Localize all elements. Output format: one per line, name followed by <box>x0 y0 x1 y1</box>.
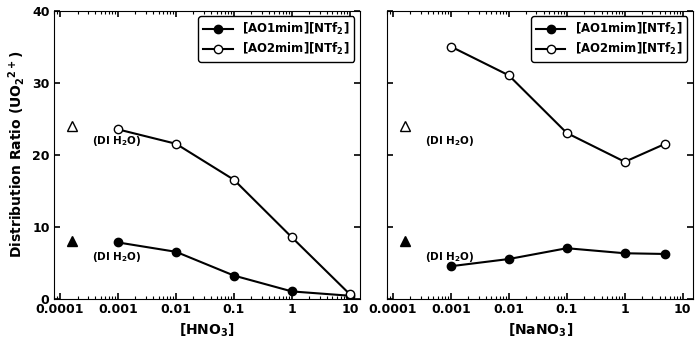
[AO1mim][NTf$_2$] <box>505 257 513 261</box>
[AO1mim][NTf$_2$] <box>172 250 180 254</box>
[AO2mim][NTf$_2$] <box>114 127 122 131</box>
[AO2mim][NTf$_2$] <box>661 142 670 146</box>
Text: (DI H$_2$O): (DI H$_2$O) <box>92 135 141 148</box>
[AO2mim][NTf$_2$] <box>288 235 296 239</box>
[AO1mim][NTf$_2$] <box>447 264 455 268</box>
[AO1mim][NTf$_2$] <box>563 246 571 250</box>
Text: (DI H$_2$O): (DI H$_2$O) <box>92 250 141 264</box>
Line: [AO1mim][NTf$_2$]: [AO1mim][NTf$_2$] <box>114 238 354 300</box>
Line: [AO2mim][NTf$_2$]: [AO2mim][NTf$_2$] <box>114 125 354 298</box>
[AO1mim][NTf$_2$] <box>288 289 296 294</box>
[AO2mim][NTf$_2$] <box>505 73 513 77</box>
[AO1mim][NTf$_2$] <box>230 274 238 278</box>
[AO2mim][NTf$_2$] <box>621 160 629 164</box>
[AO1mim][NTf$_2$] <box>346 294 354 298</box>
Text: (DI H$_2$O): (DI H$_2$O) <box>424 250 474 264</box>
[AO2mim][NTf$_2$] <box>230 178 238 182</box>
[AO2mim][NTf$_2$] <box>346 292 354 296</box>
X-axis label: [HNO$_3$]: [HNO$_3$] <box>180 322 235 339</box>
[AO2mim][NTf$_2$] <box>447 45 455 49</box>
[AO2mim][NTf$_2$] <box>563 131 571 135</box>
[AO2mim][NTf$_2$] <box>172 142 180 146</box>
[AO1mim][NTf$_2$] <box>621 251 629 255</box>
X-axis label: [NaNO$_3$]: [NaNO$_3$] <box>507 322 572 339</box>
Y-axis label: Distribution Ratio (UO$_2$$^{2+}$): Distribution Ratio (UO$_2$$^{2+}$) <box>6 51 27 258</box>
[AO1mim][NTf$_2$] <box>114 240 122 245</box>
[AO1mim][NTf$_2$] <box>661 252 670 256</box>
Legend: [AO1mim][NTf$_2$], [AO2mim][NTf$_2$]: [AO1mim][NTf$_2$], [AO2mim][NTf$_2$] <box>199 17 354 62</box>
Line: [AO1mim][NTf$_2$]: [AO1mim][NTf$_2$] <box>447 244 670 270</box>
Legend: [AO1mim][NTf$_2$], [AO2mim][NTf$_2$]: [AO1mim][NTf$_2$], [AO2mim][NTf$_2$] <box>531 17 687 62</box>
Line: [AO2mim][NTf$_2$]: [AO2mim][NTf$_2$] <box>447 42 670 166</box>
Text: (DI H$_2$O): (DI H$_2$O) <box>424 135 474 148</box>
